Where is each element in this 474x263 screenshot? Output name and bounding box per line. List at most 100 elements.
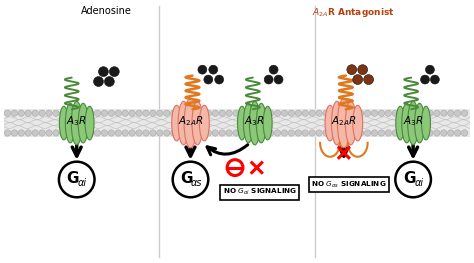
Text: $A_3R$: $A_3R$: [245, 114, 265, 128]
Circle shape: [177, 130, 184, 136]
Circle shape: [60, 130, 66, 136]
Circle shape: [101, 130, 108, 136]
Circle shape: [378, 110, 384, 116]
Ellipse shape: [178, 101, 189, 145]
Circle shape: [227, 160, 243, 175]
Text: G: G: [66, 171, 79, 186]
Circle shape: [406, 130, 412, 136]
Ellipse shape: [402, 103, 411, 143]
Circle shape: [274, 130, 281, 136]
Circle shape: [413, 130, 419, 136]
Circle shape: [108, 110, 115, 116]
Ellipse shape: [256, 103, 266, 143]
Circle shape: [364, 75, 374, 84]
Circle shape: [309, 110, 315, 116]
Circle shape: [392, 130, 399, 136]
Text: G: G: [180, 171, 193, 186]
Circle shape: [25, 110, 31, 116]
Text: $A_{2A}$R Antagonist: $A_{2A}$R Antagonist: [312, 6, 395, 19]
Circle shape: [233, 130, 239, 136]
Circle shape: [109, 67, 119, 77]
Circle shape: [323, 130, 329, 136]
Circle shape: [209, 65, 218, 74]
Circle shape: [226, 110, 232, 116]
Circle shape: [316, 110, 322, 116]
Ellipse shape: [78, 103, 88, 143]
Circle shape: [39, 110, 45, 116]
Circle shape: [129, 130, 135, 136]
Circle shape: [246, 110, 253, 116]
Circle shape: [67, 130, 73, 136]
Circle shape: [358, 65, 368, 75]
Circle shape: [4, 110, 10, 116]
Circle shape: [11, 130, 18, 136]
Circle shape: [420, 110, 426, 116]
Circle shape: [392, 110, 399, 116]
Circle shape: [191, 110, 198, 116]
Ellipse shape: [85, 106, 94, 140]
Circle shape: [177, 110, 184, 116]
Ellipse shape: [337, 98, 350, 148]
Text: $A_{2A}R$: $A_{2A}R$: [331, 114, 357, 128]
Circle shape: [430, 75, 439, 84]
Ellipse shape: [65, 103, 75, 143]
Circle shape: [18, 130, 25, 136]
Ellipse shape: [415, 103, 425, 143]
Circle shape: [246, 130, 253, 136]
Circle shape: [204, 75, 213, 84]
Text: NO $G_{\alpha i}$ SIGNALING: NO $G_{\alpha i}$ SIGNALING: [223, 187, 297, 198]
Ellipse shape: [237, 106, 246, 140]
Text: αs: αs: [191, 179, 202, 189]
Circle shape: [198, 110, 205, 116]
Circle shape: [198, 130, 205, 136]
Circle shape: [122, 110, 128, 116]
Circle shape: [406, 110, 412, 116]
Circle shape: [365, 110, 371, 116]
Circle shape: [94, 130, 100, 136]
Circle shape: [264, 75, 273, 84]
Circle shape: [53, 110, 59, 116]
Circle shape: [254, 110, 260, 116]
Circle shape: [261, 110, 267, 116]
Circle shape: [212, 110, 219, 116]
Circle shape: [136, 110, 142, 116]
Circle shape: [267, 130, 274, 136]
Circle shape: [288, 130, 294, 136]
Circle shape: [455, 110, 461, 116]
Circle shape: [25, 130, 31, 136]
Ellipse shape: [421, 106, 430, 140]
Text: αi: αi: [78, 179, 87, 189]
Circle shape: [67, 110, 73, 116]
Circle shape: [261, 130, 267, 136]
Circle shape: [87, 130, 94, 136]
Circle shape: [60, 110, 66, 116]
Circle shape: [32, 110, 38, 116]
Circle shape: [104, 77, 114, 87]
Circle shape: [240, 110, 246, 116]
Circle shape: [164, 130, 170, 136]
Circle shape: [184, 110, 191, 116]
Circle shape: [295, 130, 301, 136]
Ellipse shape: [353, 105, 363, 141]
Circle shape: [413, 110, 419, 116]
Circle shape: [219, 110, 225, 116]
Circle shape: [351, 130, 357, 136]
Circle shape: [282, 110, 288, 116]
Circle shape: [205, 110, 211, 116]
Circle shape: [219, 130, 225, 136]
Circle shape: [427, 110, 433, 116]
Circle shape: [4, 130, 10, 136]
Circle shape: [351, 110, 357, 116]
Circle shape: [73, 130, 80, 136]
Circle shape: [108, 130, 115, 136]
Circle shape: [136, 130, 142, 136]
Circle shape: [455, 130, 461, 136]
Circle shape: [447, 110, 454, 116]
Circle shape: [344, 110, 350, 116]
Circle shape: [337, 110, 343, 116]
Circle shape: [99, 67, 109, 77]
Circle shape: [371, 110, 378, 116]
Circle shape: [11, 110, 18, 116]
Circle shape: [143, 130, 149, 136]
Circle shape: [344, 130, 350, 136]
